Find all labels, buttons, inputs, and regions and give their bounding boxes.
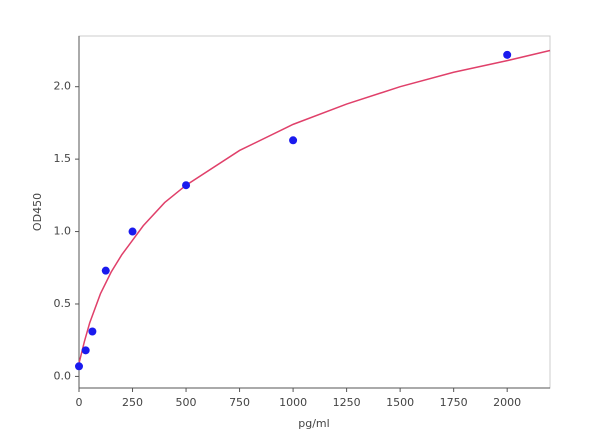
x-tick-label: 1500: [386, 396, 414, 409]
y-tick-label: 0.5: [54, 297, 72, 310]
x-axis-label: pg/ml: [298, 417, 329, 430]
data-point: [81, 346, 90, 355]
y-axis-label: OD450: [31, 193, 44, 231]
fit-curve: [78, 49, 551, 364]
x-tick-label: 2000: [493, 396, 521, 409]
plot-frame: [78, 35, 551, 389]
data-point: [182, 181, 191, 190]
y-tick-label: 1.5: [54, 152, 72, 165]
x-tick-label: 500: [176, 396, 197, 409]
x-tick-label: 1750: [440, 396, 468, 409]
data-point: [75, 362, 83, 371]
data-point: [101, 266, 110, 275]
x-tick-label: 0: [76, 396, 83, 409]
y-tick-label: 1.0: [54, 225, 72, 238]
data-point: [289, 136, 298, 145]
x-tick-label: 250: [122, 396, 143, 409]
data-point: [503, 50, 512, 59]
y-tick-label: 2.0: [54, 80, 72, 93]
x-tick-label: 1000: [279, 396, 307, 409]
x-tick-label: 1250: [333, 396, 361, 409]
data-point: [128, 227, 137, 236]
y-tick-label: 0.0: [54, 369, 72, 382]
x-tick-label: 750: [229, 396, 250, 409]
data-point: [88, 327, 97, 336]
